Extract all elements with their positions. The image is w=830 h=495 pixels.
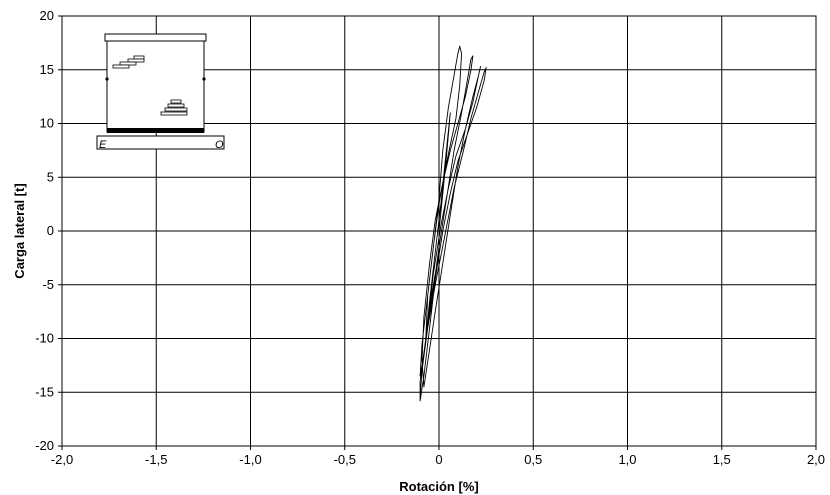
x-tick-label: -1,0 xyxy=(239,452,261,467)
y-tick-label: 0 xyxy=(47,223,54,238)
y-axis-title: Carga lateral [t] xyxy=(12,183,27,278)
x-tick-label: 1,0 xyxy=(618,452,636,467)
inset-top-beam xyxy=(104,33,207,42)
inset-brick-crack-bottom xyxy=(160,99,188,116)
inset-brick-crack-top xyxy=(112,55,145,69)
specimen-inset: E O xyxy=(96,33,225,151)
hysteresis-series-line xyxy=(419,45,487,402)
x-tick-label: 0,5 xyxy=(524,452,542,467)
x-tick-label: -2,0 xyxy=(51,452,73,467)
x-tick-labels: -2,0 -1,5 -1,0 -0,5 0 0,5 1,0 1,5 2,0 xyxy=(51,446,825,467)
inset-base-beam xyxy=(96,135,225,150)
y-tick-label: -15 xyxy=(35,384,54,399)
x-tick-label: 0 xyxy=(435,452,442,467)
inset-right-node xyxy=(202,77,206,81)
x-tick-label: -0,5 xyxy=(334,452,356,467)
y-tick-label: -5 xyxy=(42,277,54,292)
inset-foundation-strip xyxy=(107,128,204,133)
inset-left-node xyxy=(105,77,109,81)
y-tick-label: 15 xyxy=(40,62,54,77)
y-tick-label: 5 xyxy=(47,169,54,184)
y-tick-label: 20 xyxy=(40,8,54,23)
inset-label-right: O xyxy=(215,139,224,151)
y-tick-label: 10 xyxy=(40,116,54,131)
y-tick-label: -20 xyxy=(35,438,54,453)
x-axis-title: Rotación [%] xyxy=(399,479,478,494)
y-tick-label: -10 xyxy=(35,331,54,346)
series-layer xyxy=(419,45,487,402)
x-tick-label: 2,0 xyxy=(807,452,825,467)
x-tick-label: -1,5 xyxy=(145,452,167,467)
y-tick-labels: -20 -15 -10 -5 0 5 10 15 20 xyxy=(35,8,62,453)
inset-label-left: E xyxy=(99,139,107,151)
x-tick-label: 1,5 xyxy=(713,452,731,467)
inset-wall-panel xyxy=(106,40,205,133)
